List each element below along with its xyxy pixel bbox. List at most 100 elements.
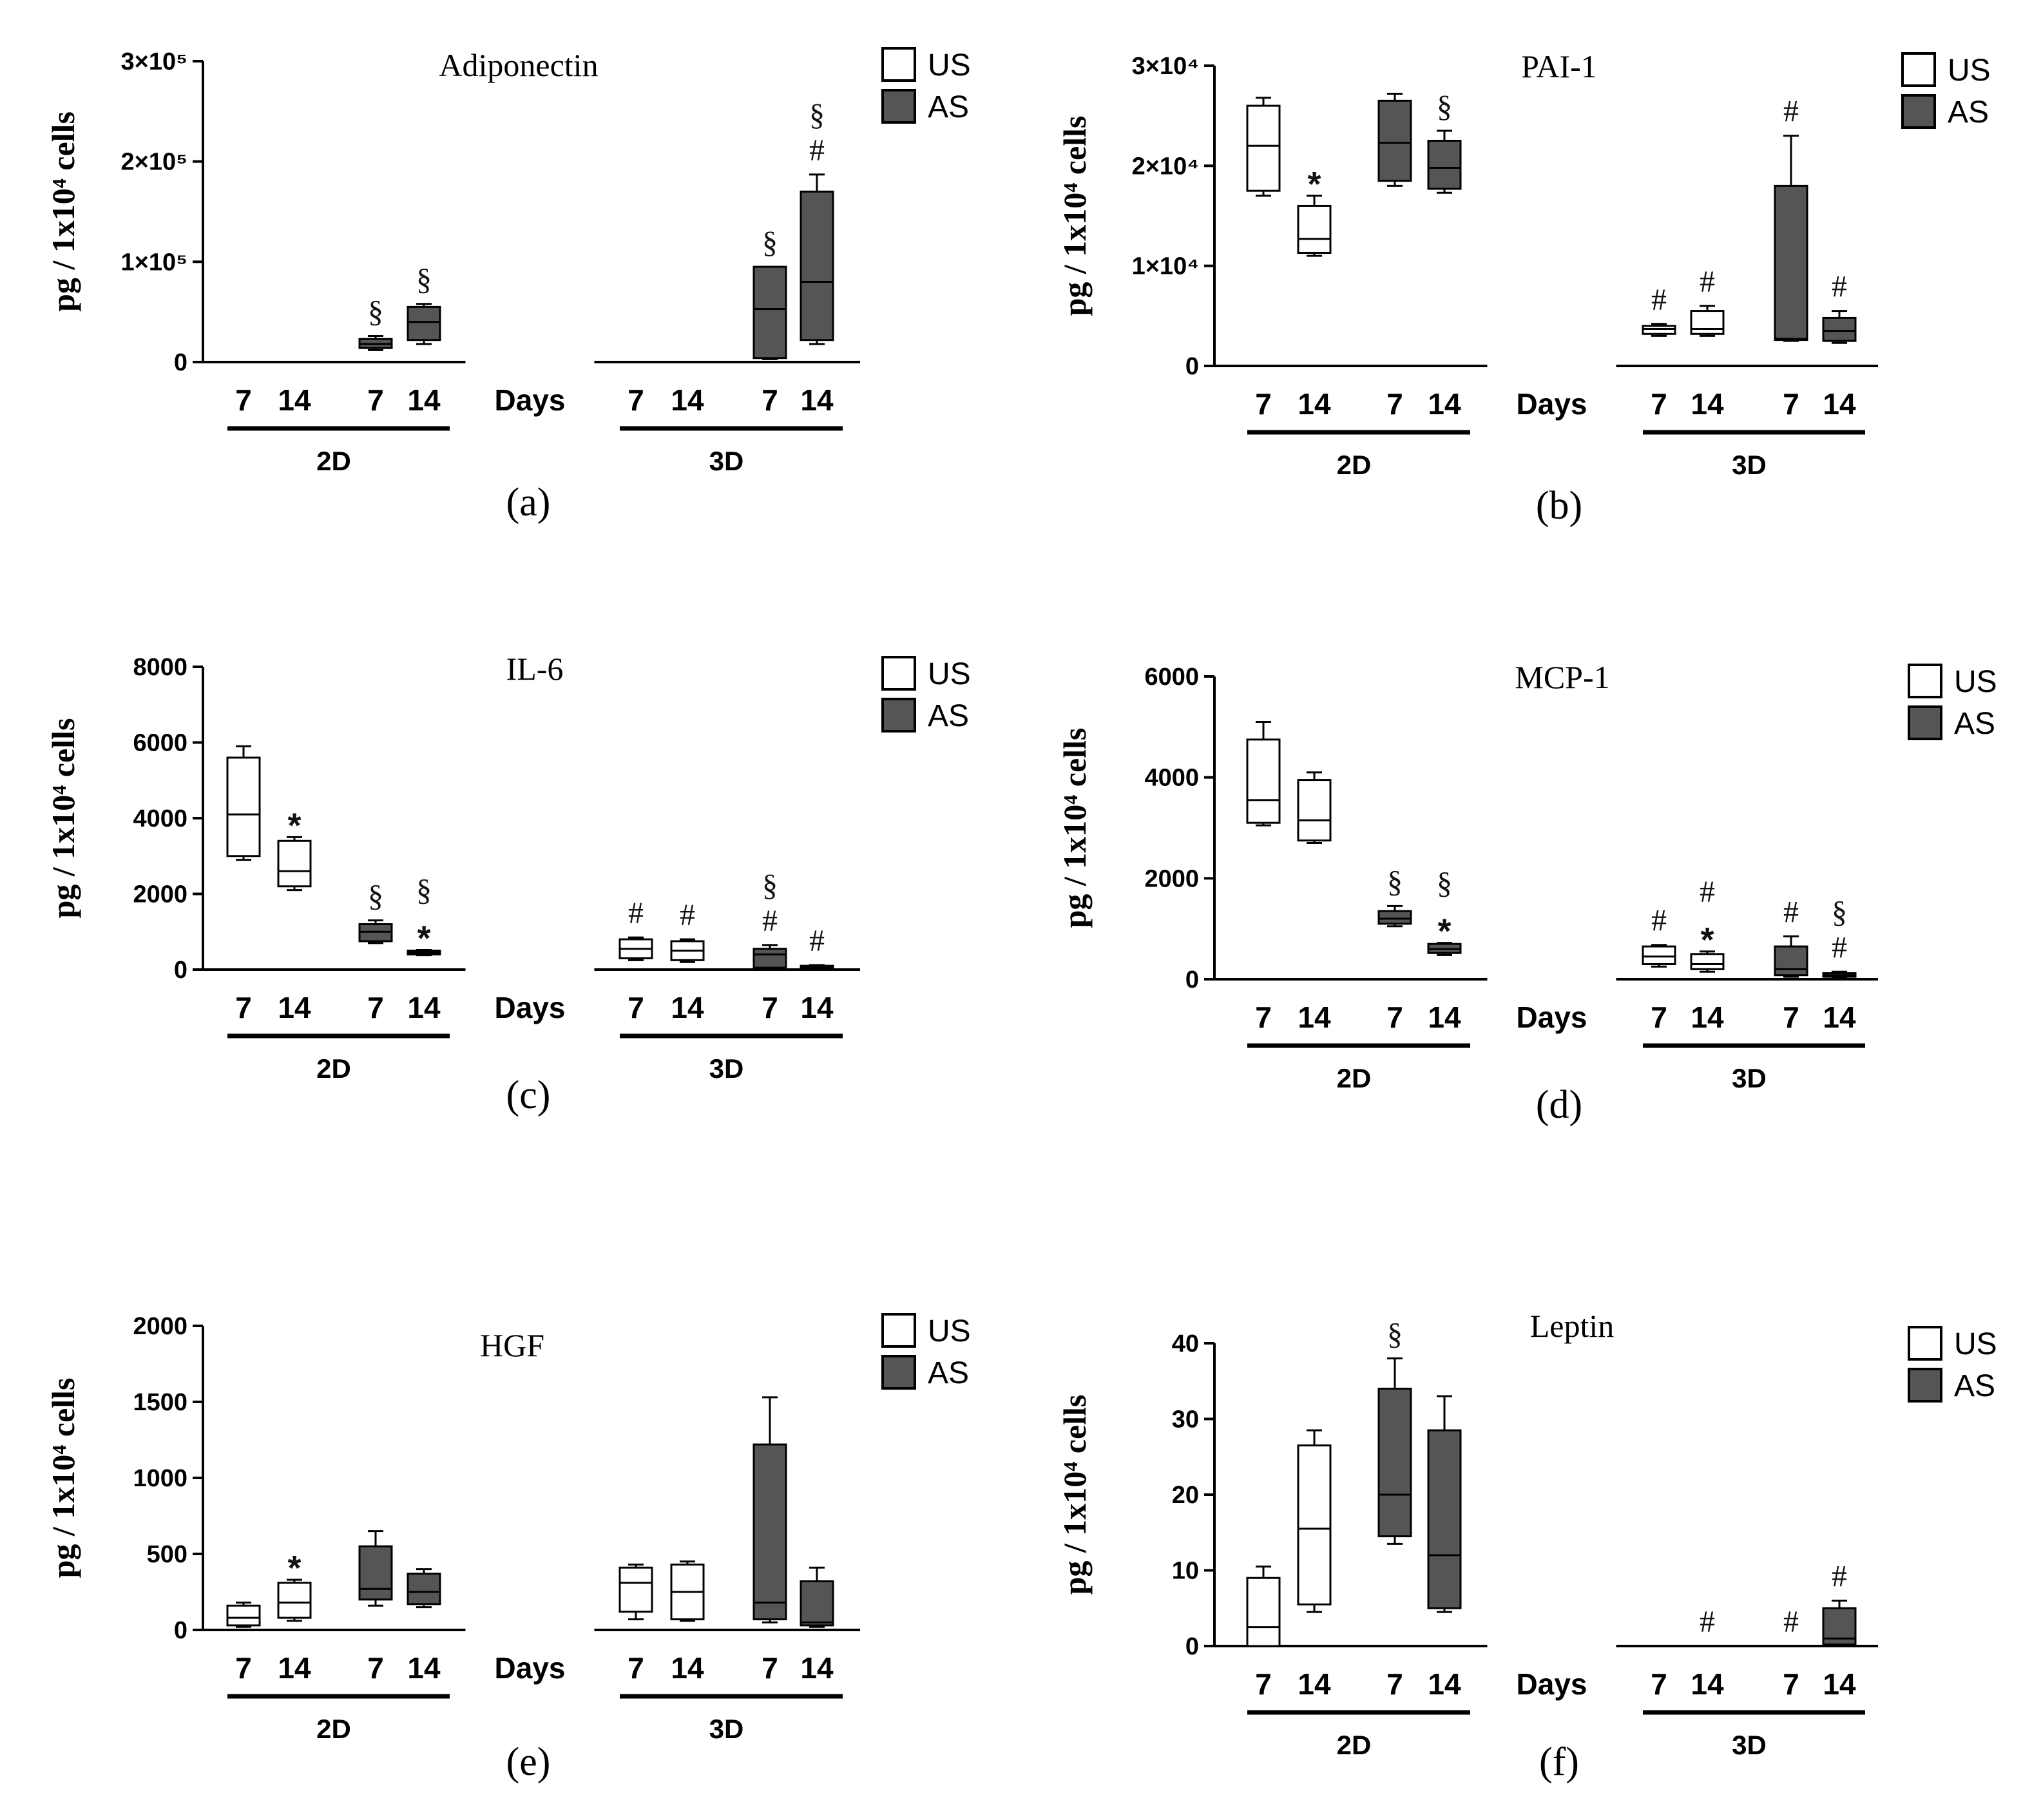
x-tick-label: 7 bbox=[1783, 1667, 1799, 1701]
y-tick-label: 10 bbox=[1172, 1558, 1199, 1585]
x-tick-label: 7 bbox=[1255, 1667, 1272, 1701]
legend-label-as: AS bbox=[928, 1356, 969, 1390]
days-label: Days bbox=[1517, 1667, 1587, 1701]
box-3d-us-day7 bbox=[1642, 323, 1676, 337]
box-body bbox=[407, 305, 441, 341]
y-tick-label: 0 bbox=[174, 1617, 187, 1644]
x-tick-label: 14 bbox=[1823, 1001, 1856, 1034]
significance-mark: # bbox=[1651, 283, 1667, 317]
significance-mark: # bbox=[1700, 265, 1715, 299]
box-body bbox=[752, 948, 787, 969]
x-tick-label: 14 bbox=[800, 383, 834, 417]
box-body bbox=[800, 1580, 834, 1627]
chart-panel: 0 1×10⁵ 2×10⁵ 3×10⁵ 7 14 7 14 7 14 7 14 Days 2D 3D pg /… bbox=[45, 47, 971, 524]
box-2d-us-day14 bbox=[1297, 195, 1332, 257]
box-2d-us-day7 bbox=[1246, 721, 1281, 827]
box-2d-as-day14 bbox=[1427, 129, 1462, 194]
legend-swatch-us bbox=[1908, 1326, 1942, 1361]
legend-label-as: AS bbox=[1954, 1369, 1995, 1403]
significance-mark: § bbox=[1387, 1317, 1403, 1352]
y-tick-label: 0 bbox=[1185, 1633, 1199, 1660]
chart-title: Leptin bbox=[1530, 1308, 1615, 1344]
box-3d-us-day7 bbox=[1642, 944, 1676, 968]
box-3d-us-day14 bbox=[670, 1560, 705, 1622]
chart-panel: 0 1×10⁴ 2×10⁴ 3×10⁴ 7 14 7 14 7 14 7 14 Days 2D 3D pg /… bbox=[1057, 48, 1991, 528]
box-body bbox=[800, 190, 834, 341]
group-label-3d: 3D bbox=[709, 446, 744, 476]
significance-mark: § bbox=[368, 879, 383, 914]
chart-panel: 0 10 20 30 40 7 14 7 14 7 14 7 14 Days 2D 3D pg / 1x10⁴ … bbox=[1057, 1308, 1997, 1784]
y-tick-label: 1000 bbox=[133, 1465, 187, 1492]
legend-swatch-us bbox=[1901, 52, 1936, 87]
box-3d-as-day14 bbox=[800, 964, 834, 970]
y-tick-label: 0 bbox=[1185, 353, 1199, 380]
box-2d-as-day7 bbox=[1377, 905, 1412, 928]
box-2d-us-day7 bbox=[226, 1602, 261, 1628]
significance-mark: * bbox=[417, 919, 430, 957]
significance-mark: * bbox=[1700, 921, 1714, 959]
group-label-3d: 3D bbox=[709, 1714, 744, 1744]
legend-swatch-us bbox=[1908, 664, 1942, 698]
x-tick-label: 14 bbox=[1298, 387, 1331, 421]
x-tick-label: 14 bbox=[1298, 1667, 1331, 1701]
box-2d-as-day14 bbox=[407, 948, 441, 957]
x-tick-label: 14 bbox=[671, 991, 704, 1024]
box-2d-as-day7 bbox=[1377, 1357, 1412, 1545]
significance-mark: * bbox=[1437, 912, 1451, 951]
chart-title: IL-6 bbox=[506, 651, 564, 687]
box-3d-us-day14 bbox=[1690, 950, 1725, 973]
box-2d-as-day7 bbox=[1377, 92, 1412, 187]
box-body bbox=[1297, 204, 1332, 254]
legend-label-as: AS bbox=[928, 90, 969, 124]
box-body bbox=[1427, 1429, 1462, 1609]
legend-swatch-as bbox=[881, 698, 916, 733]
box-3d-as-day7 bbox=[752, 1396, 787, 1624]
significance-mark: § bbox=[1832, 895, 1847, 929]
chart-title: PAI-1 bbox=[1521, 48, 1597, 84]
legend-swatch-us bbox=[881, 656, 916, 691]
y-axis-label: pg / 1x10⁴ cells bbox=[1057, 116, 1093, 316]
box-3d-us-day7 bbox=[618, 1564, 653, 1620]
box-2d-us-day14 bbox=[1297, 1429, 1332, 1613]
x-tick-label: 7 bbox=[762, 383, 778, 417]
box-2d-us-day14 bbox=[277, 1578, 312, 1622]
group-label-3d: 3D bbox=[1732, 1730, 1767, 1760]
box-body bbox=[1377, 1388, 1412, 1538]
box-2d-us-day14 bbox=[1297, 771, 1332, 844]
legend-label-us: US bbox=[928, 1314, 971, 1348]
box-2d-us-day7 bbox=[226, 745, 261, 861]
y-tick-label: 1500 bbox=[133, 1389, 187, 1416]
x-tick-label: 7 bbox=[628, 383, 644, 417]
x-tick-label: 7 bbox=[1651, 1001, 1667, 1034]
significance-mark: * bbox=[287, 806, 301, 845]
x-tick-label: 14 bbox=[407, 991, 441, 1024]
box-3d-as-day14 bbox=[1822, 310, 1857, 344]
y-tick-label: 2000 bbox=[133, 881, 187, 908]
x-tick-label: 7 bbox=[1651, 387, 1667, 421]
y-tick-label: 500 bbox=[147, 1541, 187, 1568]
box-body bbox=[1690, 310, 1725, 335]
significance-mark: # bbox=[1832, 1560, 1847, 1594]
box-3d-as-day7 bbox=[752, 265, 787, 360]
days-label: Days bbox=[495, 991, 566, 1024]
x-tick-label: 7 bbox=[1386, 387, 1403, 421]
box-body bbox=[1246, 1576, 1281, 1647]
legend-swatch-as bbox=[1908, 705, 1942, 740]
y-tick-label: 30 bbox=[1172, 1406, 1199, 1433]
chart-panel: 0 500 1000 1500 2000 7 14 7 14 7 14 7 14 Days 2D 3D pg /… bbox=[45, 1313, 971, 1784]
days-label: Days bbox=[495, 383, 566, 417]
box-body bbox=[1246, 104, 1281, 192]
group-label-2d: 2D bbox=[316, 446, 351, 476]
box-body bbox=[358, 1545, 393, 1601]
box-2d-as-day7 bbox=[358, 1530, 393, 1607]
significance-mark: # bbox=[1783, 1605, 1799, 1639]
significance-mark: § bbox=[1387, 865, 1403, 899]
x-tick-label: 7 bbox=[367, 1651, 384, 1685]
box-2d-us-day7 bbox=[1246, 97, 1281, 197]
box-2d-as-day7 bbox=[358, 335, 393, 351]
y-axis-label: pg / 1x10⁴ cells bbox=[1057, 728, 1093, 928]
significance-mark: * bbox=[287, 1549, 301, 1587]
x-tick-label: 7 bbox=[367, 383, 384, 417]
y-tick-label: 6000 bbox=[1144, 664, 1199, 691]
x-tick-label: 7 bbox=[1783, 1001, 1799, 1034]
